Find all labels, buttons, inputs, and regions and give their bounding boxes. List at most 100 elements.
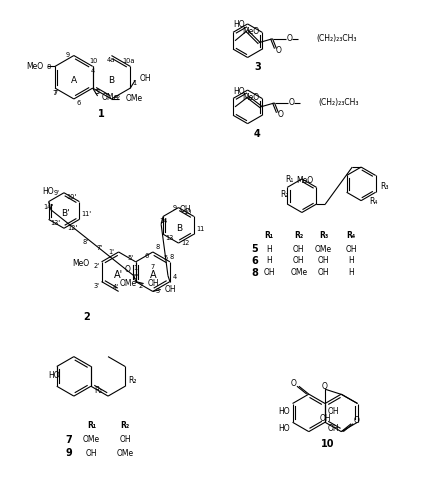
Text: R₂: R₂ [120,421,130,430]
Text: 9: 9 [65,448,72,458]
Text: OMe: OMe [116,449,134,458]
Text: 10: 10 [184,208,192,214]
Text: OMe: OMe [83,435,100,444]
Text: HO: HO [278,424,290,432]
Text: OMe: OMe [120,279,137,288]
Text: 3: 3 [156,288,160,294]
Text: R₁: R₁ [94,386,102,394]
Text: MeO: MeO [26,62,43,71]
Text: A: A [149,270,156,280]
Text: HO: HO [48,371,60,380]
Text: H: H [349,268,354,277]
Text: 8: 8 [251,268,258,278]
Text: 11': 11' [81,212,91,218]
Text: R₁: R₁ [286,176,294,184]
Text: 2: 2 [139,282,143,288]
Text: MeO: MeO [73,260,90,268]
Text: R₁: R₁ [87,421,96,430]
Text: 5: 5 [251,244,258,254]
Text: MeO: MeO [296,176,313,185]
Text: R₄: R₄ [369,197,378,206]
Text: 12': 12' [67,226,77,232]
Text: 9: 9 [66,52,70,58]
Text: HO: HO [42,188,54,196]
Text: 4: 4 [90,68,95,74]
Text: OH: OH [328,407,339,416]
Text: 5: 5 [95,89,99,95]
Text: R₃: R₃ [319,230,328,239]
Text: A: A [71,76,77,84]
Text: 7: 7 [65,434,72,444]
Text: 4': 4' [113,284,119,290]
Text: 2: 2 [116,95,120,101]
Text: MeO: MeO [242,27,259,36]
Text: B: B [108,76,115,84]
Text: OH: OH [346,244,357,254]
Text: 2: 2 [83,312,90,322]
Text: 8: 8 [155,244,160,250]
Text: 10: 10 [321,439,335,449]
Text: O: O [291,379,297,388]
Text: 3': 3' [94,282,100,288]
Text: 10a: 10a [122,58,135,64]
Text: HO: HO [233,20,245,30]
Text: OMe: OMe [102,94,119,102]
Text: O: O [288,98,294,108]
Text: 7: 7 [53,90,57,96]
Text: A': A' [114,270,123,280]
Text: 6': 6' [132,274,139,280]
Text: 2': 2' [94,263,100,269]
Text: O: O [353,416,359,426]
Text: OH: OH [179,205,191,214]
Text: 13': 13' [51,220,61,226]
Text: (CH₂)₂₃CH₃: (CH₂)₂₃CH₃ [316,34,356,43]
Text: 3: 3 [96,89,100,95]
Text: MeO: MeO [242,93,259,102]
Text: O: O [286,34,292,43]
Text: O: O [278,110,283,120]
Text: 9: 9 [172,204,177,210]
Text: B': B' [61,209,69,218]
Text: 8: 8 [170,254,174,260]
Text: 1': 1' [109,249,115,255]
Text: 1: 1 [134,265,138,271]
Text: 1: 1 [132,80,136,86]
Text: R₂: R₂ [128,376,136,385]
Text: 4a: 4a [106,58,115,64]
Text: OH: OH [293,244,305,254]
Text: OH: OH [318,256,330,266]
Text: 12: 12 [181,240,190,246]
Text: 11: 11 [196,226,204,232]
Text: (CH₂)₂₃CH₃: (CH₂)₂₃CH₃ [318,98,359,108]
Text: 3: 3 [254,62,261,72]
Text: 4: 4 [254,128,261,138]
Text: 9': 9' [54,190,60,196]
Text: O: O [124,265,130,274]
Text: 6: 6 [145,253,149,259]
Text: R₁: R₁ [265,230,274,239]
Text: 10': 10' [66,194,76,200]
Text: OH: OH [319,414,331,423]
Text: 14: 14 [159,218,167,224]
Text: 7': 7' [96,244,102,250]
Text: OH: OH [293,256,305,266]
Text: OH: OH [264,268,275,277]
Text: 6: 6 [77,100,81,106]
Text: O: O [322,382,328,390]
Text: 8: 8 [47,64,51,70]
Text: 5: 5 [164,255,168,261]
Text: OMe: OMe [291,268,307,277]
Text: 5': 5' [128,255,134,261]
Text: OH: OH [139,74,151,82]
Text: 13: 13 [165,235,173,241]
Text: OH: OH [328,424,339,432]
Text: O: O [275,46,281,55]
Text: OMe: OMe [125,94,142,104]
Text: 8': 8' [82,238,88,244]
Text: HO: HO [278,407,290,416]
Text: 6: 6 [251,256,258,266]
Text: HO: HO [233,86,245,96]
Text: OH: OH [86,449,97,458]
Text: R₂: R₂ [280,190,289,198]
Text: OH: OH [120,435,131,444]
